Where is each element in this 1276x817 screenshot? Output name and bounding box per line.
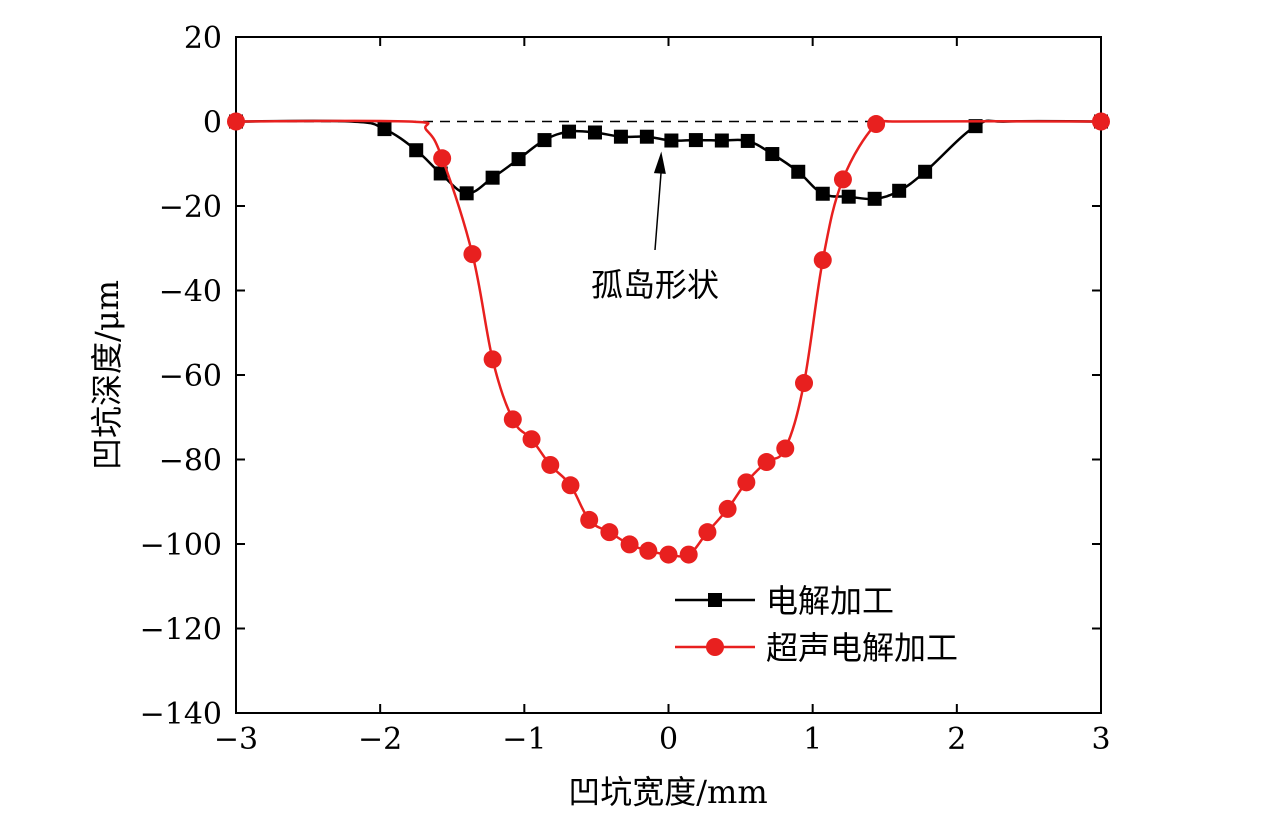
x-tick-label: 3: [1091, 722, 1110, 757]
annotation-arrow-line: [654, 169, 663, 251]
data-point-series-2: [679, 545, 698, 564]
data-point-series-1: [918, 164, 933, 179]
data-point-series-2: [620, 535, 639, 554]
data-point-series-2: [737, 473, 756, 492]
data-point-series-2: [659, 545, 678, 564]
data-point-series-1: [485, 170, 500, 185]
data-point-series-2: [1092, 112, 1110, 131]
annotation-text: 孤岛形状: [591, 266, 719, 304]
data-point-series-2: [776, 439, 795, 458]
y-tick-label: 20: [184, 21, 222, 56]
x-tick-label: 0: [659, 722, 678, 757]
y-tick-label: 0: [203, 106, 222, 141]
y-tick-label: −60: [159, 359, 222, 394]
data-point-series-2: [561, 476, 580, 495]
data-point-series-2: [600, 523, 619, 542]
data-point-series-1: [587, 125, 602, 140]
x-tick-label: −2: [358, 722, 402, 757]
data-point-series-1: [377, 122, 392, 137]
series-2: [227, 112, 1110, 564]
data-point-series-2: [639, 541, 658, 560]
data-point-series-2: [833, 170, 852, 189]
annotation-arrow-head: [653, 151, 666, 174]
y-tick-label: −20: [159, 190, 222, 225]
data-point-series-1: [409, 143, 424, 158]
axis-tick-labels: −3 −2 −1 0 1 2 3 20 0 −20 −40 −60 −80 −100 −120 −140: [140, 21, 1111, 757]
data-point-series-2: [503, 410, 522, 429]
legend-marker-series-1: [708, 593, 722, 607]
y-tick-label: −40: [159, 275, 222, 310]
data-point-series-1: [664, 133, 679, 148]
data-point-series-2: [483, 350, 502, 369]
data-point-series-1: [867, 191, 882, 206]
data-point-series-1: [815, 186, 830, 201]
data-point-series-1: [791, 164, 806, 179]
data-point-series-1: [841, 189, 856, 204]
y-tick-label: −80: [159, 444, 222, 479]
data-point-series-2: [795, 374, 814, 393]
data-point-series-1: [537, 133, 552, 148]
series-1: [229, 114, 1108, 206]
data-point-series-2: [580, 510, 599, 529]
y-tick-label: −120: [140, 613, 222, 648]
y-tick-label: −140: [140, 697, 222, 732]
data-point-series-1: [562, 124, 577, 139]
y-axis-label: 凹坑深度/μm: [88, 280, 126, 470]
data-point-series-1: [433, 166, 448, 181]
data-point-series-1: [765, 147, 780, 162]
legend-label-series-2: 超声电解加工: [766, 629, 958, 667]
x-tick-label: −3: [214, 722, 258, 757]
data-point-series-2: [433, 149, 452, 168]
data-point-series-1: [511, 152, 526, 167]
legend-label-series-1: 电解加工: [766, 582, 894, 620]
data-point-series-1: [714, 133, 729, 148]
data-point-series-1: [740, 133, 755, 148]
data-point-series-1: [639, 129, 654, 144]
x-tick-label: −1: [502, 722, 546, 757]
data-point-series-2: [698, 523, 717, 542]
data-point-series-2: [541, 455, 560, 474]
data-point-series-1: [459, 186, 474, 201]
x-axis-label: 凹坑宽度/mm: [568, 773, 767, 811]
legend: 电解加工 超声电解加工: [675, 582, 958, 667]
legend-marker-series-2: [706, 638, 724, 656]
data-point-series-1: [892, 183, 907, 198]
data-point-series-2: [718, 499, 737, 518]
data-point-series-1: [968, 119, 983, 134]
annotation-island: 孤岛形状: [591, 151, 719, 304]
x-tick-label: 2: [947, 722, 966, 757]
data-point-series-2: [757, 453, 776, 472]
data-point-series-2: [227, 112, 245, 131]
data-point-series-2: [522, 430, 541, 449]
data-point-series-2: [867, 115, 886, 134]
data-point-series-1: [688, 133, 703, 148]
data-point-series-1: [613, 129, 628, 144]
x-tick-label: 1: [803, 722, 822, 757]
data-point-series-2: [463, 245, 482, 264]
data-point-series-2: [813, 251, 832, 270]
y-tick-label: −100: [140, 528, 222, 563]
series-layer: [227, 112, 1110, 564]
